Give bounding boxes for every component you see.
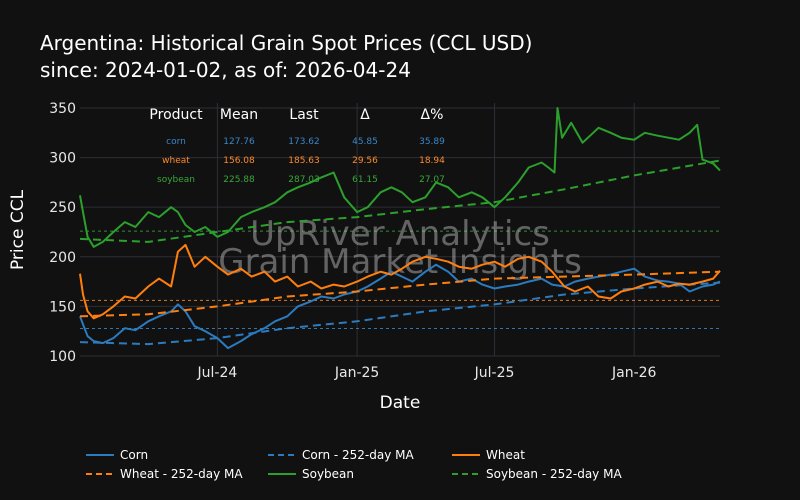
series-line-soybean-252-day-ma [79,159,721,243]
x-axis-title: Date [380,393,421,413]
stats-cell: 18.94 [419,156,445,166]
stats-table: Product Mean Last Δ Δ% corn 127.76 173.62 45.85 3… [149,107,445,185]
y-tick-label: 300 [49,151,76,167]
x-tick-label: Jul-25 [474,365,515,381]
x-tick-label: Jul-24 [197,365,238,381]
legend-item-corn-252-day-ma: Corn - 252-day MA [268,448,414,462]
legend-label: Corn - 252-day MA [302,448,414,462]
series-line-wheat [79,243,721,320]
stats-header: Δ% [421,107,444,123]
stats-header: Δ [360,107,370,123]
legend-item-wheat: Wheat [452,448,525,462]
stats-cell: 225.88 [223,175,255,185]
series-line-soybean [79,107,721,248]
y-axis-ticks: 100 150 200 250 300 350 [49,101,76,365]
y-tick-label: 250 [49,200,76,216]
series-line-wheat-252-day-ma [79,270,721,318]
stats-header: Last [289,107,319,123]
stats-header: Product [149,107,203,123]
legend-item-corn: Corn [86,448,148,462]
legend-label: Wheat [486,448,525,462]
legend-label: Wheat - 252-day MA [120,467,243,481]
stats-cell: 45.85 [352,137,378,147]
stats-cell: corn [166,137,186,147]
legend-item-soybean-252-day-ma: Soybean - 252-day MA [452,467,622,481]
mean-lines [80,230,720,329]
stats-cell: 185.63 [288,156,320,166]
stats-cell: wheat [162,156,190,166]
stats-cell: soybean [157,175,195,185]
legend-label: Corn [120,448,148,462]
stats-header: Mean [220,107,258,123]
legend: Corn Corn - 252-day MA Wheat Wheat - 252-da… [86,448,622,481]
stats-cell: 156.08 [223,156,255,166]
y-tick-label: 200 [49,250,76,266]
x-axis-ticks: Jul-24 Jan-25 Jul-25 Jan-26 [197,365,657,381]
legend-item-wheat-252-day-ma: Wheat - 252-day MA [86,467,243,481]
stats-cell: 29.56 [352,156,378,166]
legend-label: Soybean - 252-day MA [486,467,622,481]
chart-title: Argentina: Historical Grain Spot Prices … [40,31,532,55]
stats-cell: 61.15 [352,175,378,185]
series-lines [79,107,721,350]
stats-cell: 287.03 [288,175,320,185]
stats-cell: 173.62 [288,137,320,147]
stats-cell: 27.07 [419,175,445,185]
series-line-corn-252-day-ma [79,281,721,346]
legend-label: Soybean [302,467,354,481]
y-tick-label: 150 [49,299,76,315]
x-tick-label: Jan-26 [611,365,657,381]
grid [80,103,720,357]
watermark: UpRiver Analytics Grain Market Insights [218,214,582,282]
stats-cell: 35.89 [419,137,445,147]
stats-cell: 127.76 [223,137,255,147]
x-tick-label: Jan-25 [334,365,379,381]
y-axis-title: Price CCL [8,189,28,270]
legend-item-soybean: Soybean [268,467,354,481]
chart-subtitle: since: 2024-01-02, as of: 2026-04-24 [40,58,411,82]
y-tick-label: 100 [49,349,76,365]
y-tick-label: 350 [49,101,76,117]
series-line-corn [79,263,721,350]
